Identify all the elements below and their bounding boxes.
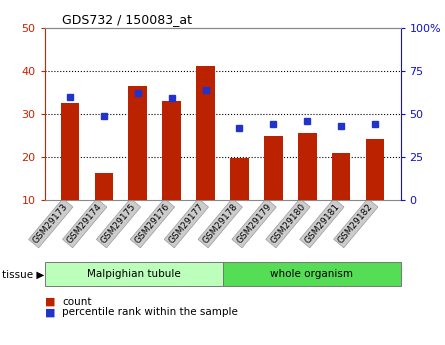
Bar	[162, 101, 181, 200]
Bar	[264, 136, 283, 200]
Text: tissue ▶: tissue ▶	[2, 269, 44, 279]
Text: Malpighian tubule: Malpighian tubule	[87, 269, 180, 279]
Bar	[196, 66, 215, 200]
Bar	[298, 133, 316, 200]
Bar	[332, 152, 350, 200]
Text: GDS732 / 150083_at: GDS732 / 150083_at	[62, 13, 192, 27]
Text: percentile rank within the sample: percentile rank within the sample	[62, 307, 238, 317]
Text: count: count	[62, 297, 92, 307]
Bar	[129, 86, 147, 200]
Bar	[61, 103, 79, 200]
Text: ■: ■	[44, 307, 55, 317]
Bar	[230, 158, 249, 200]
Text: ■: ■	[44, 297, 55, 307]
Text: whole organism: whole organism	[270, 269, 353, 279]
Bar	[366, 139, 384, 200]
Bar	[95, 173, 113, 200]
